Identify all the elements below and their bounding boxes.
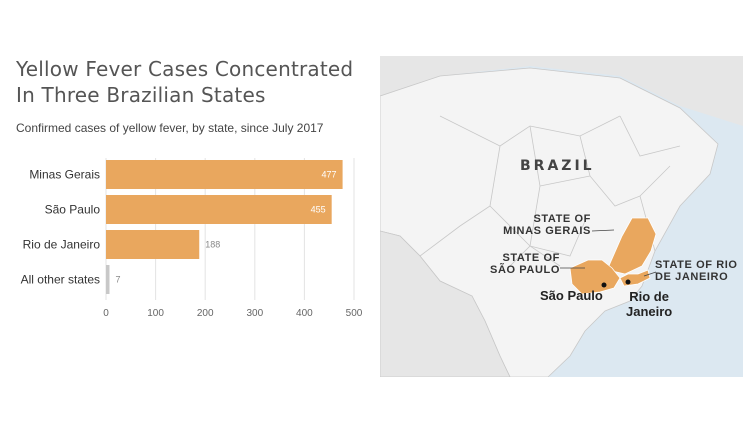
bar-chart: 0 100 200 300 400 500 Minas Gerais 477 São Paulo… xyxy=(21,158,363,319)
map-graphic xyxy=(380,56,743,377)
state-label-sao-paulo-line-1: STATE OF xyxy=(502,252,560,264)
category-label: All other states xyxy=(21,273,100,287)
x-tick-label: 500 xyxy=(346,308,363,319)
chart-subtitle: Confirmed cases of yellow fever, by stat… xyxy=(16,121,324,135)
category-label: Rio de Janeiro xyxy=(23,238,101,252)
category-label: São Paulo xyxy=(45,203,101,217)
bar xyxy=(106,230,200,259)
city-label-rio-de-janeiro-line-1: Rio de xyxy=(629,289,669,304)
brazil-map: BRAZIL STATE OF MINAS GERAIS STATE OF SÃ… xyxy=(380,56,743,377)
label-leader-lines xyxy=(560,229,657,277)
bar xyxy=(106,265,110,294)
rio-de-janeiro-city-marker xyxy=(625,279,631,285)
data-label: 188 xyxy=(205,240,220,250)
bar xyxy=(106,195,332,224)
state-label-sao-paulo-line-2: SÃO PAULO xyxy=(490,264,560,276)
category-label: Minas Gerais xyxy=(29,168,100,182)
northern-neighbors xyxy=(380,56,743,126)
minas-gerais-region xyxy=(607,217,657,275)
city-label-sao-paulo: São Paulo xyxy=(540,288,603,303)
sao-paulo-city-marker xyxy=(601,282,607,288)
state-label-sao-paulo: STATE OF SÃO PAULO xyxy=(490,252,560,276)
chart-title-line-2: In Three Brazilian States xyxy=(16,83,266,107)
x-tick-label: 100 xyxy=(147,308,164,319)
x-tick-label: 400 xyxy=(296,308,313,319)
state-label-rio-de-janeiro-line-2: DE JANEIRO xyxy=(655,271,729,283)
x-tick-label: 300 xyxy=(246,308,263,319)
chart-title-line-1: Yellow Fever Cases Concentrated xyxy=(16,57,354,81)
country-label: BRAZIL xyxy=(520,158,595,174)
city-label-rio-de-janeiro: Rio de Janeiro xyxy=(626,289,672,319)
state-label-minas-gerais-line-2: MINAS GERAIS xyxy=(503,225,591,237)
chart-title: Yellow Fever Cases Concentrated In Three… xyxy=(16,56,376,108)
southern-neighbors xyxy=(380,230,511,377)
state-label-minas-gerais-line-1: STATE OF xyxy=(533,213,591,225)
state-label-rio-de-janeiro-line-1: STATE OF RIO xyxy=(655,259,738,271)
data-label: 7 xyxy=(115,275,120,285)
data-label: 477 xyxy=(322,170,337,180)
state-label-rio-de-janeiro: STATE OF RIO DE JANEIRO xyxy=(655,259,738,283)
state-label-minas-gerais: STATE OF MINAS GERAIS xyxy=(503,213,591,237)
x-tick-label: 200 xyxy=(197,308,214,319)
bar xyxy=(106,160,343,189)
city-label-rio-de-janeiro-line-2: Janeiro xyxy=(626,304,673,319)
state-borders xyxy=(419,115,681,267)
x-tick-label: 0 xyxy=(103,308,109,319)
sao-paulo-region xyxy=(569,259,621,295)
data-label: 455 xyxy=(311,205,326,215)
